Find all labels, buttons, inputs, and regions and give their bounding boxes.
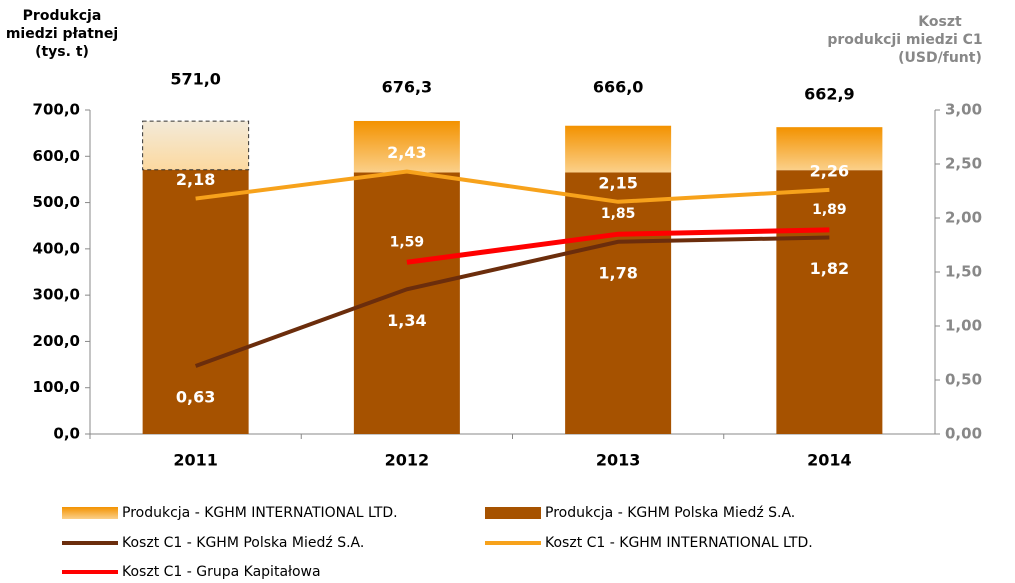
bar-polska	[565, 172, 672, 434]
y-axis-title: (tys. t)	[35, 44, 89, 60]
x-tick-label: 2014	[807, 451, 852, 470]
bar-international	[142, 120, 250, 171]
y2-tick-label: 1,00	[945, 317, 982, 335]
line-value-label: 1,85	[601, 206, 636, 222]
line	[194, 235, 830, 368]
bar-international	[776, 127, 883, 171]
line-value-label: 2,18	[176, 170, 215, 189]
line	[195, 169, 830, 204]
x-tick-label: 2011	[173, 451, 218, 470]
bar-international	[353, 120, 460, 173]
line-value-label: 2,26	[810, 161, 849, 180]
y-tick-label: 500,0	[33, 193, 80, 211]
y-tick-label: 600,0	[33, 147, 80, 165]
legend-swatch	[62, 507, 118, 519]
y2-axis-title: produkcji miedzi C1	[827, 32, 982, 48]
total-label: 676,3	[382, 78, 433, 97]
bar-polska	[776, 170, 883, 434]
y-tick-label: 300,0	[33, 286, 80, 304]
y2-tick-label: 2,00	[945, 209, 982, 227]
bar-international	[565, 125, 672, 173]
y2-tick-label: 0,00	[945, 425, 982, 443]
total-label: 666,0	[593, 78, 644, 97]
y2-axis-title: Koszt	[918, 14, 962, 30]
bar-polska	[142, 169, 249, 435]
legend-label: Koszt C1 - KGHM Polska Miedź S.A.	[122, 535, 364, 551]
legend-swatch	[485, 507, 541, 519]
line-value-label: 1,89	[812, 202, 847, 218]
line-value-label: 1,59	[390, 234, 425, 250]
x-tick-label: 2013	[596, 451, 641, 470]
y-tick-label: 200,0	[33, 332, 80, 350]
y2-tick-label: 0,50	[945, 371, 982, 389]
y2-axis-title: (USD/funt)	[898, 50, 982, 66]
legend-label: Produkcja - KGHM INTERNATIONAL LTD.	[122, 505, 398, 521]
y2-tick-label: 2,50	[945, 155, 982, 173]
line-value-label: 1,82	[810, 259, 849, 278]
y-tick-label: 700,0	[33, 101, 80, 119]
line-value-label: 1,78	[598, 263, 637, 282]
line-value-label: 2,15	[598, 173, 637, 192]
legend-label: Koszt C1 - KGHM INTERNATIONAL LTD.	[545, 535, 813, 551]
y-axis-title: Produkcja	[23, 8, 102, 24]
y2-tick-label: 1,50	[945, 263, 982, 281]
line	[406, 227, 830, 265]
total-label: 571,0	[170, 70, 221, 89]
line-value-label: 1,34	[387, 311, 426, 330]
x-tick-label: 2012	[385, 451, 430, 470]
y-tick-label: 100,0	[33, 378, 80, 396]
y-tick-label: 400,0	[33, 239, 80, 257]
legend-label: Produkcja - KGHM Polska Miedź S.A.	[545, 505, 795, 521]
y-axis-title: miedzi płatnej	[6, 26, 118, 42]
total-label: 662,9	[804, 85, 855, 104]
line-value-label: 2,43	[387, 143, 426, 162]
y-tick-label: 0,0	[53, 425, 80, 443]
line-value-label: 0,63	[176, 387, 215, 406]
legend-label: Koszt C1 - Grupa Kapitałowa	[122, 564, 321, 579]
y2-tick-label: 3,00	[945, 101, 982, 119]
